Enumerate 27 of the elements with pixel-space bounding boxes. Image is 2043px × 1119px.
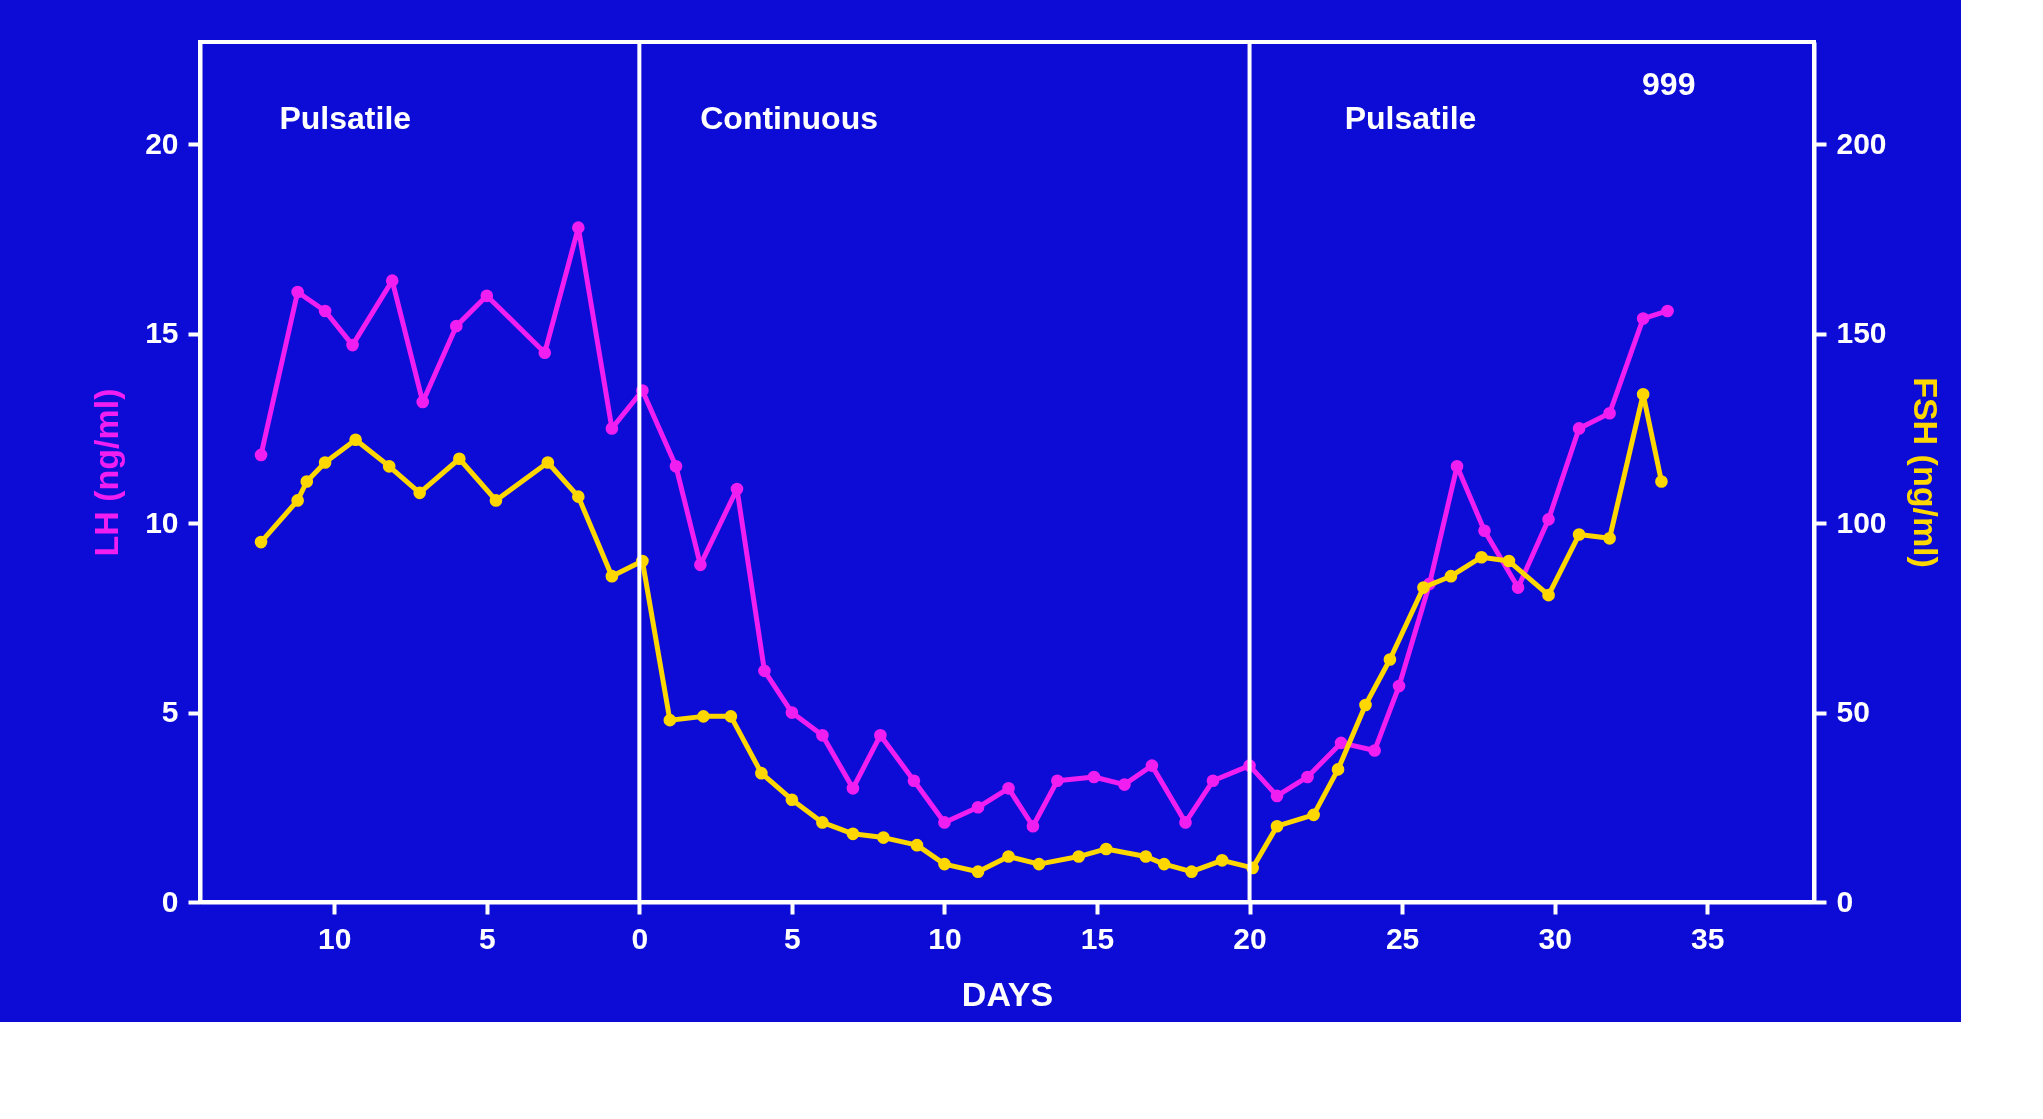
annotation: Pulsatile <box>279 100 412 137</box>
y-axis-title: LH (ng/ml) <box>87 388 126 557</box>
x-tick-label: 0 <box>631 921 649 955</box>
annotation: 999 <box>1642 66 1696 102</box>
y2-tick-label: 200 <box>1836 126 1887 160</box>
y2-tick-label: 50 <box>1836 695 1870 729</box>
x-tick-label: 5 <box>784 921 801 955</box>
y-tick-label: 5 <box>161 695 179 729</box>
annotation: Pulsatile <box>1344 100 1477 137</box>
x-tick-label: 20 <box>1233 921 1267 955</box>
x-tick-label: 35 <box>1691 921 1725 955</box>
x-tick-label: 25 <box>1385 921 1420 955</box>
y2-tick-label: 0 <box>1836 884 1854 918</box>
x-tick-label: 10 <box>318 921 352 955</box>
y-tick-label: 20 <box>145 126 179 160</box>
x-tick-label: 15 <box>1080 921 1115 955</box>
x-tick-label: 10 <box>928 921 962 955</box>
x-tick-label: 30 <box>1538 921 1572 955</box>
y2-axis-title: FSH (ng/ml) <box>1906 377 1945 568</box>
x-axis-title: DAYS <box>961 974 1054 1013</box>
x-tick-label: 5 <box>478 921 496 955</box>
y2-tick-label: 100 <box>1836 505 1887 539</box>
y2-tick-label: 150 <box>1836 316 1887 350</box>
y-tick-label: 15 <box>145 316 179 350</box>
y-tick-label: 10 <box>145 505 179 539</box>
y-tick-label: 0 <box>161 884 179 918</box>
annotation: Continuous <box>700 100 878 137</box>
